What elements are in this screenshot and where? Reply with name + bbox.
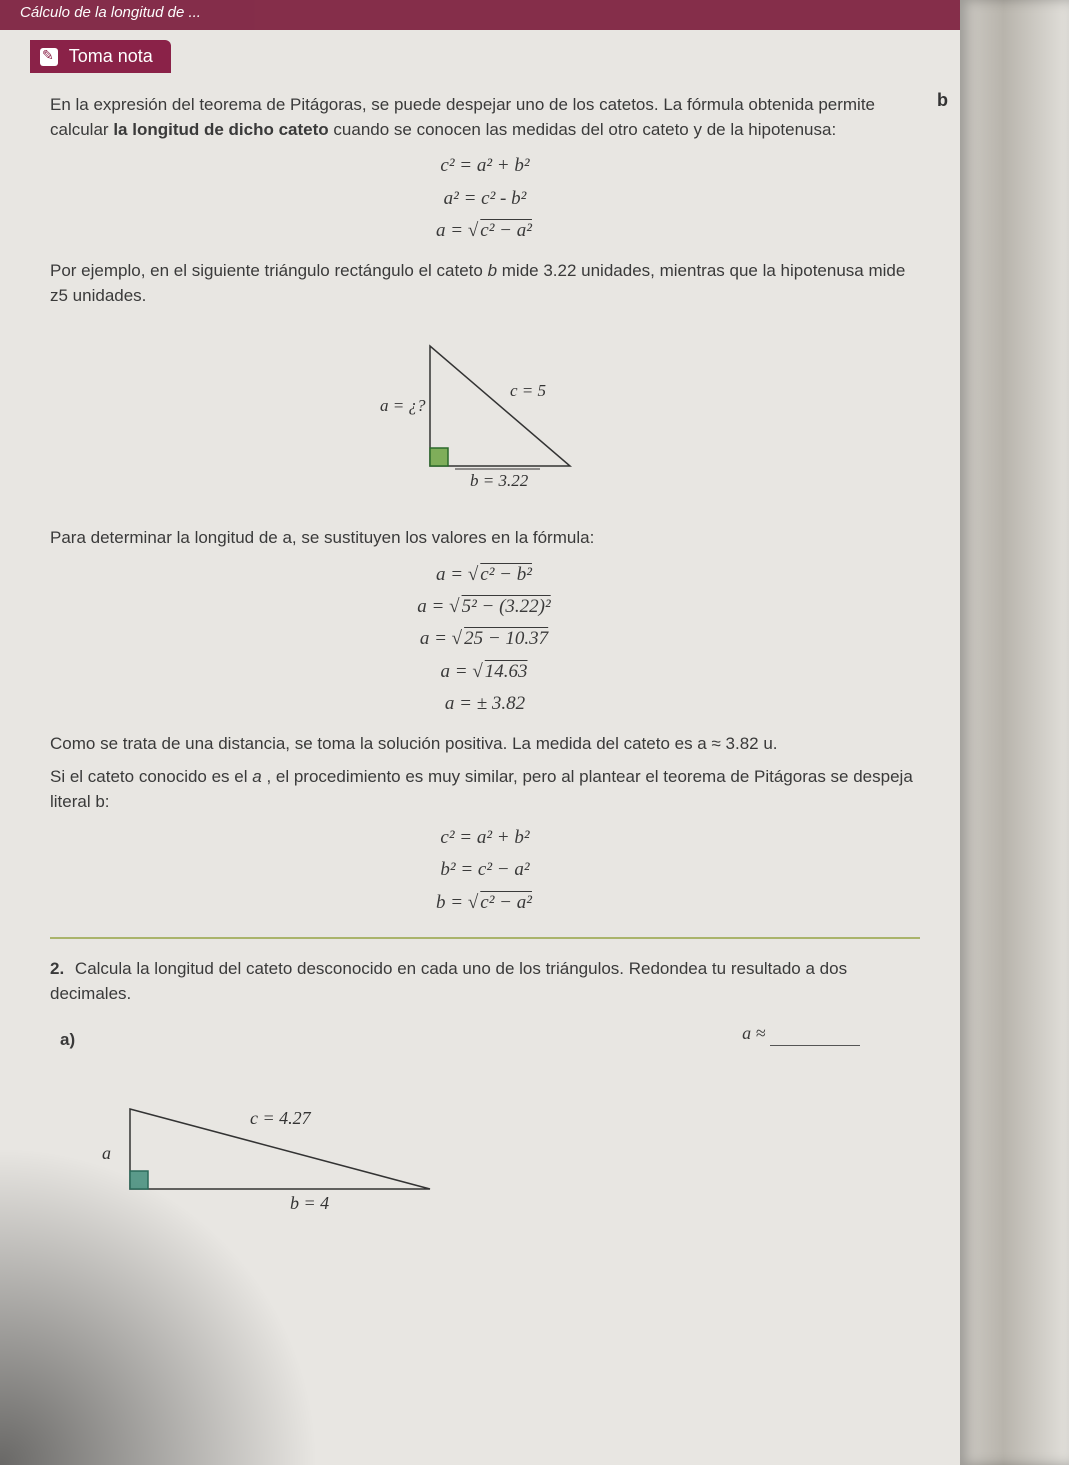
- note-tab: Toma nota: [30, 40, 171, 73]
- formula3-3-rad: c² − a²: [478, 892, 534, 913]
- f2-l3: a = √25 − 10.37: [50, 623, 920, 655]
- pencil-icon: [40, 48, 58, 66]
- f2-l4-lhs: a =: [440, 661, 472, 682]
- header-text: Cálculo de la longitud de ...: [20, 4, 201, 21]
- triangle1-a-label: a = ¿?: [380, 396, 426, 415]
- exercise-num: 2.: [50, 959, 64, 978]
- exercise-text: 2. Calcula la longitud del cateto descon…: [50, 957, 920, 1006]
- triangle2-svg: a c = 4.27 b = 4: [90, 1079, 470, 1229]
- distance-text: Como se trata de una distancia, se toma …: [50, 732, 920, 757]
- example-paragraph: Por ejemplo, en el siguiente triángulo r…: [50, 259, 920, 308]
- triangle1-c-label: c = 5: [510, 381, 546, 400]
- divider: [50, 937, 920, 939]
- triangle2-a-label: a: [102, 1143, 111, 1163]
- header-strip: Cálculo de la longitud de ...: [0, 0, 960, 30]
- triangle1-shape: [430, 346, 570, 466]
- f2-l2: a = √5² − (3.22)²: [50, 591, 920, 623]
- f2-l1: a = √c² − b²: [50, 559, 920, 591]
- f2-l3-lhs: a =: [420, 628, 452, 649]
- answer-line[interactable]: [770, 1045, 860, 1046]
- edge-letter: b: [937, 90, 948, 111]
- formula-block-1: c² = a² + b² a² = c² - b² a = √c² − a²: [50, 150, 920, 247]
- f2-l2-lhs: a =: [417, 596, 449, 617]
- formula1-1: c² = a² + b²: [50, 150, 920, 182]
- exercise-body: Calcula la longitud del cateto desconoci…: [50, 959, 847, 1003]
- formula-block-3: c² = a² + b² b² = c² − a² b = √c² − a²: [50, 822, 920, 919]
- answer-label: a ≈: [742, 1023, 765, 1043]
- intro-bold: la longitud de dicho cateto: [113, 120, 328, 139]
- f2-l4-rad: 14.63: [483, 661, 530, 682]
- formula1-2: a² = c² - b²: [50, 183, 920, 215]
- formula1-3: a = √c² − a²: [50, 215, 920, 247]
- answer-field: a ≈: [742, 1020, 860, 1046]
- example-b: b: [488, 261, 497, 280]
- content: En la expresión del teorema de Pitágoras…: [0, 73, 960, 1279]
- known-a-b: a: [252, 767, 261, 786]
- formula1-3-lhs: a =: [436, 220, 468, 241]
- f2-l4: a = √14.63: [50, 656, 920, 688]
- known-a-a: Si el cateto conocido es el: [50, 767, 252, 786]
- triangle1-wrap: a = ¿? c = 5 b = 3.22: [50, 326, 920, 504]
- example-a: Por ejemplo, en el siguiente triángulo r…: [50, 261, 488, 280]
- f2-l1-lhs: a =: [436, 564, 468, 585]
- formula3-2: b² = c² − a²: [50, 854, 920, 886]
- example-c: mide 3.22 unidades, mientras que la hipo…: [502, 261, 906, 280]
- f2-l2-rad: 5² − (3.22)²: [460, 596, 553, 617]
- page: Cálculo de la longitud de ... Toma nota …: [0, 0, 960, 1465]
- triangle2-wrap: a c = 4.27 b = 4: [90, 1079, 920, 1237]
- f2-l5: a = ± 3.82: [50, 688, 920, 720]
- formula3-3: b = √c² − a²: [50, 887, 920, 919]
- page-fold: [960, 0, 1069, 1465]
- formula-block-2: a = √c² − b² a = √5² − (3.22)² a = √25 −…: [50, 559, 920, 720]
- formula3-1: c² = a² + b²: [50, 822, 920, 854]
- note-tab-label: Toma nota: [69, 46, 153, 66]
- triangle2-c-label: c = 4.27: [250, 1108, 312, 1128]
- formula3-3-lhs: b =: [436, 892, 468, 913]
- triangle2-right-angle: [130, 1171, 148, 1189]
- part-a-label: a): [60, 1028, 75, 1053]
- f2-l1-rad: c² − b²: [478, 564, 534, 585]
- known-a-paragraph: Si el cateto conocido es el a , el proce…: [50, 765, 920, 814]
- known-a-d: literal b:: [50, 792, 110, 811]
- f2-l3-rad: 25 − 10.37: [462, 628, 550, 649]
- intro-line1c: cuando se conocen las medidas del otro c…: [333, 120, 836, 139]
- triangle1-svg: a = ¿? c = 5 b = 3.22: [370, 326, 600, 496]
- part-a-row: a) a ≈: [50, 1014, 920, 1061]
- determine-text: Para determinar la longitud de a, se sus…: [50, 526, 920, 551]
- triangle1-b-label: b = 3.22: [470, 471, 529, 490]
- known-a-c: , el procedimiento es muy similar, pero …: [266, 767, 912, 786]
- triangle1-right-angle: [430, 448, 448, 466]
- formula1-3-rad: c² − a²: [478, 220, 534, 241]
- intro-paragraph: En la expresión del teorema de Pitágoras…: [50, 93, 920, 142]
- triangle2-b-label: b = 4: [290, 1193, 329, 1213]
- example-d: z5 unidades.: [50, 286, 146, 305]
